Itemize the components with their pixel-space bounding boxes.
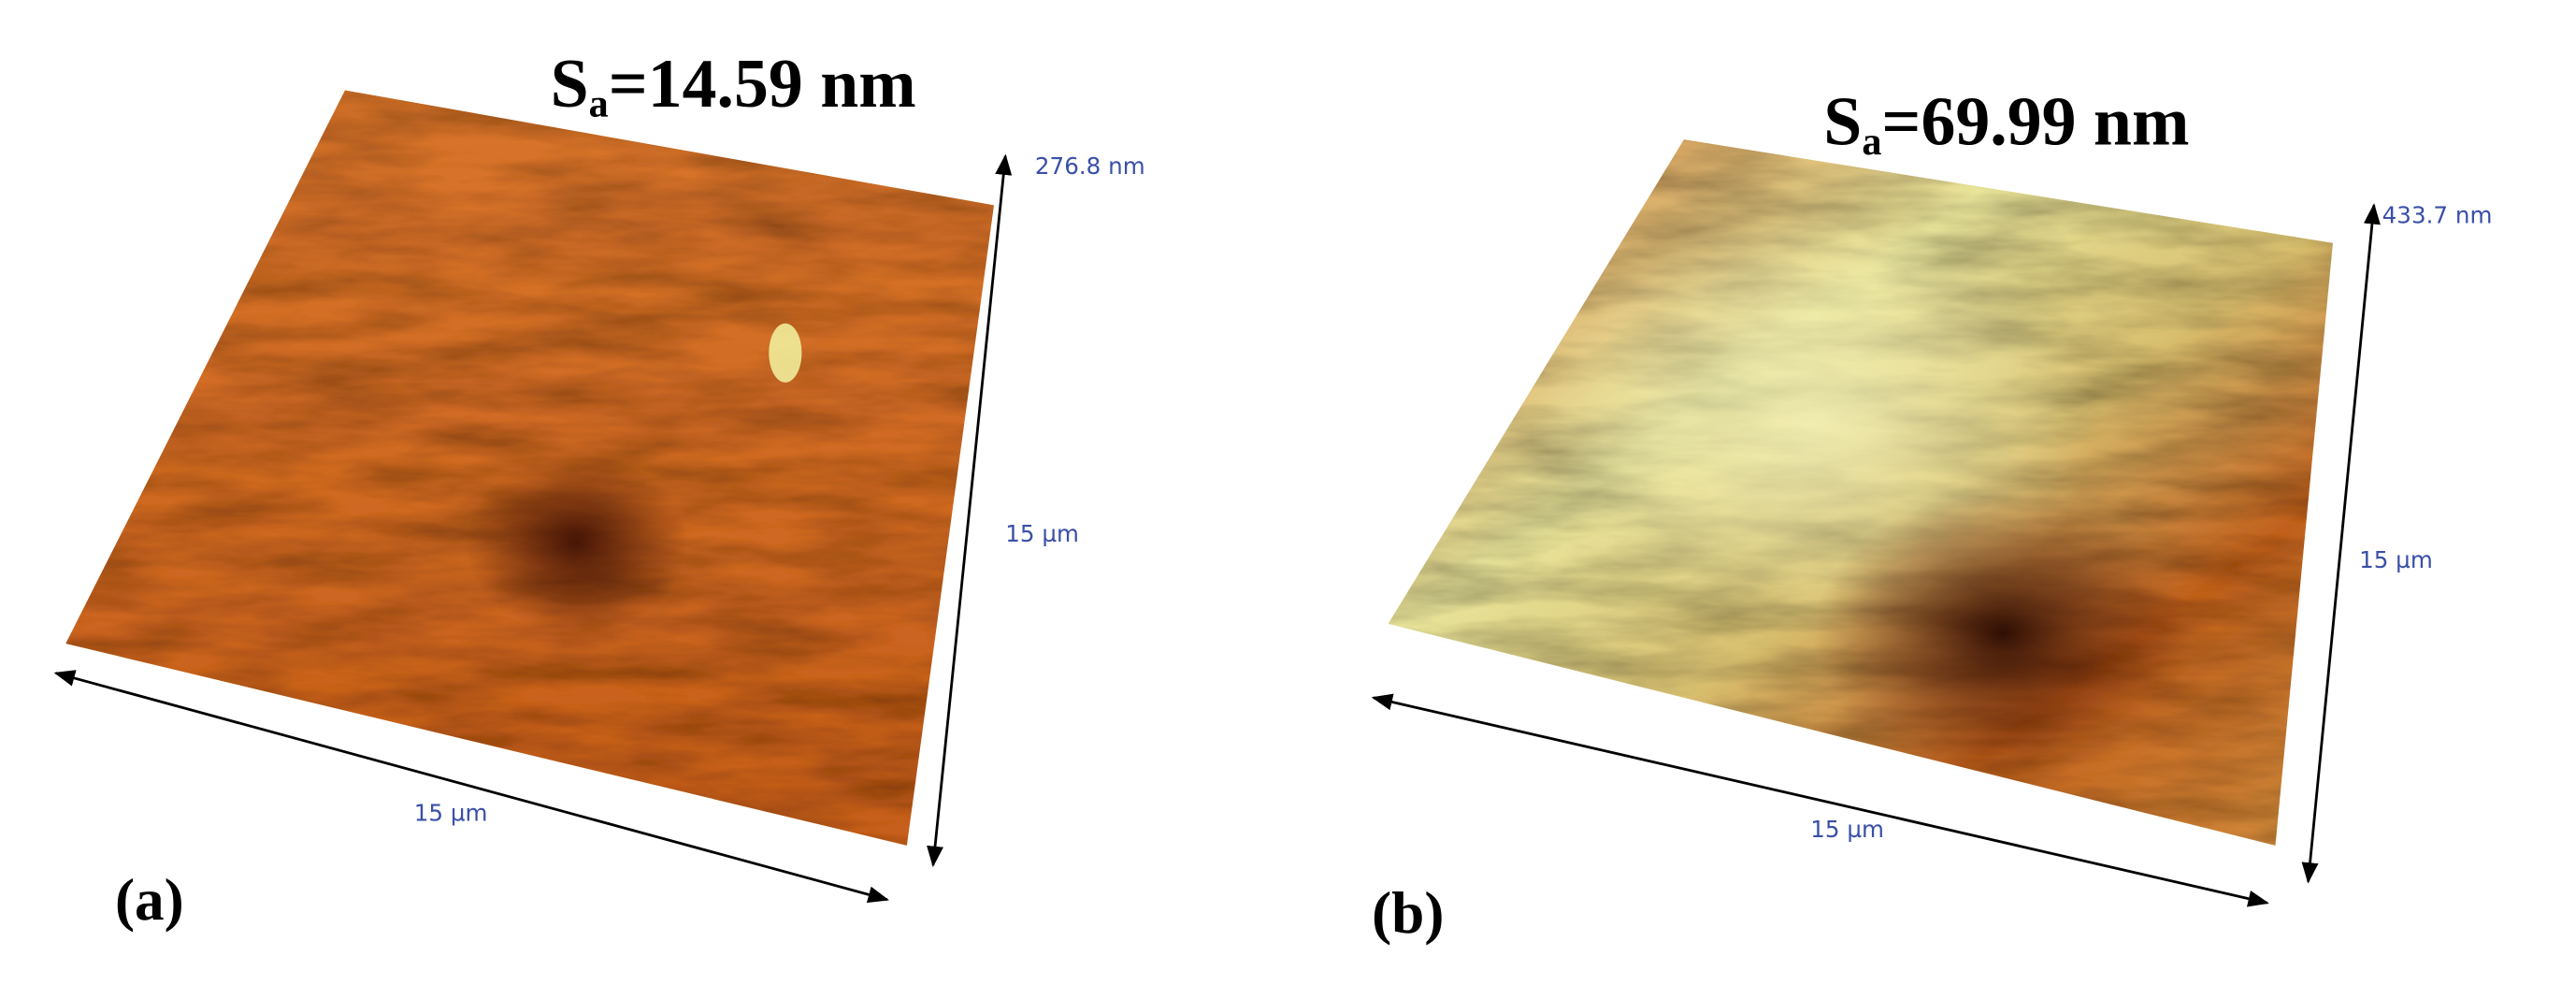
value: =14.59 nm bbox=[609, 45, 916, 122]
y-extent-label: 15 µm bbox=[2359, 546, 2433, 573]
symbol: S bbox=[551, 45, 589, 122]
panel-a: Sa=14.59 nm 276.8 nm 15 µm 15 µm (a) bbox=[53, 45, 1145, 933]
height-label: 433.7 nm bbox=[2382, 202, 2493, 229]
panel-b: Sa=69.99 nm 433.7 nm 15 µm 15 µm (b) bbox=[1371, 82, 2493, 946]
y-axis-arrow bbox=[2301, 203, 2381, 884]
x-axis-arrow bbox=[53, 670, 889, 904]
roughness-label: Sa=69.99 nm bbox=[1823, 82, 2189, 163]
y-extent-label: 15 µm bbox=[1005, 520, 1079, 547]
afm-peak bbox=[769, 323, 802, 383]
x-extent-label: 15 µm bbox=[414, 800, 488, 827]
panel-label: (a) bbox=[115, 867, 184, 933]
x-axis-arrow bbox=[1371, 693, 2269, 907]
value: =69.99 nm bbox=[1881, 82, 2189, 159]
panel-label: (b) bbox=[1372, 880, 1444, 946]
height-label: 276.8 nm bbox=[1035, 152, 1145, 180]
subscript: a bbox=[1862, 120, 1881, 164]
roughness-label: Sa=14.59 nm bbox=[551, 45, 916, 125]
afm-depression bbox=[1388, 139, 2333, 846]
afm-depression bbox=[65, 90, 994, 846]
symbol: S bbox=[1823, 82, 1862, 159]
subscript: a bbox=[589, 82, 609, 126]
y-axis-arrow bbox=[927, 153, 1013, 868]
x-extent-label: 15 µm bbox=[1810, 816, 1884, 843]
